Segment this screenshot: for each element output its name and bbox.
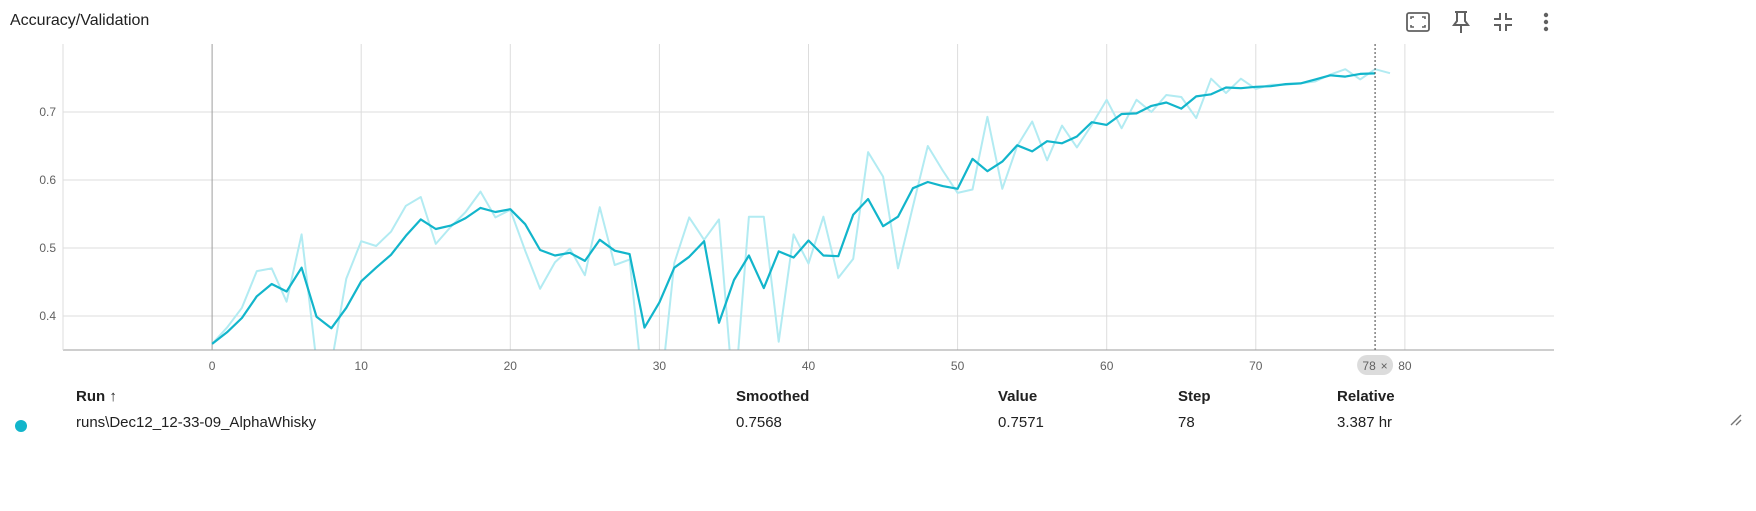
axes: 0.4 0.5 0.6 0.7 0 10 20 30 40 50 60 70 80	[39, 44, 1554, 373]
relative-time: 3.387 hr	[1337, 414, 1393, 431]
x-tick-label: 0	[209, 359, 216, 373]
smoothed-value: 0.7568	[736, 414, 782, 431]
smoothed-series-line	[211, 72, 1376, 345]
y-tick-label: 0.6	[39, 173, 56, 187]
step-cursor[interactable]: 78 ×	[1357, 44, 1394, 375]
table-header-row: Run ↑ Smoothed Value Step Relative	[0, 382, 1756, 412]
x-tick-label: 70	[1249, 359, 1263, 373]
card-header: Accuracy/Validation	[0, 0, 1756, 44]
line-chart[interactable]: 0.4 0.5 0.6 0.7 0 10 20 30 40 50 60 70 80 78 ×	[0, 44, 1756, 384]
more-vert-icon	[1543, 12, 1549, 32]
table-row: runs\Dec12_12-33-09_AlphaWhisky 0.7568 0…	[0, 408, 1756, 438]
resize-icon	[1730, 414, 1742, 426]
relative-header[interactable]: Relative	[1337, 388, 1395, 405]
grid	[63, 44, 1554, 350]
x-tick-label: 50	[951, 359, 965, 373]
cursor-close-icon[interactable]: ×	[1381, 359, 1388, 373]
smoothed-header[interactable]: Smoothed	[736, 388, 810, 405]
y-tick-label: 0.7	[39, 105, 56, 119]
value-header[interactable]: Value	[998, 388, 1038, 405]
collapse-button[interactable]	[1489, 8, 1517, 36]
y-tick-label: 0.5	[39, 241, 56, 255]
run-color-dot	[15, 420, 27, 432]
fit-domain-button[interactable]	[1404, 8, 1432, 36]
pin-icon	[1452, 11, 1470, 33]
x-tick-label: 80	[1398, 359, 1412, 373]
cursor-step-label: 78	[1362, 359, 1376, 373]
run-name: runs\Dec12_12-33-09_AlphaWhisky	[76, 414, 317, 431]
raw-series-line	[211, 68, 1391, 350]
pin-button[interactable]	[1447, 8, 1475, 36]
cursor-chip	[1357, 355, 1394, 375]
raw-series-layer	[211, 68, 1391, 350]
x-tick-label: 30	[653, 359, 667, 373]
x-tick-label: 40	[802, 359, 816, 373]
fit-domain-icon	[1406, 12, 1430, 32]
step-value: 78	[1178, 414, 1195, 431]
run-header[interactable]: Run ↑	[76, 388, 117, 405]
collapse-icon	[1494, 13, 1512, 31]
smoothed-series-layer	[211, 72, 1376, 345]
card-title: Accuracy/Validation	[10, 12, 150, 29]
more-vert-button[interactable]	[1532, 8, 1560, 36]
y-tick-label: 0.4	[39, 309, 56, 323]
resize-handle[interactable]	[1728, 412, 1742, 426]
raw-value: 0.7571	[998, 414, 1044, 431]
step-header[interactable]: Step	[1178, 388, 1211, 405]
x-tick-label: 10	[355, 359, 369, 373]
x-tick-label: 20	[504, 359, 518, 373]
x-tick-label: 60	[1100, 359, 1114, 373]
